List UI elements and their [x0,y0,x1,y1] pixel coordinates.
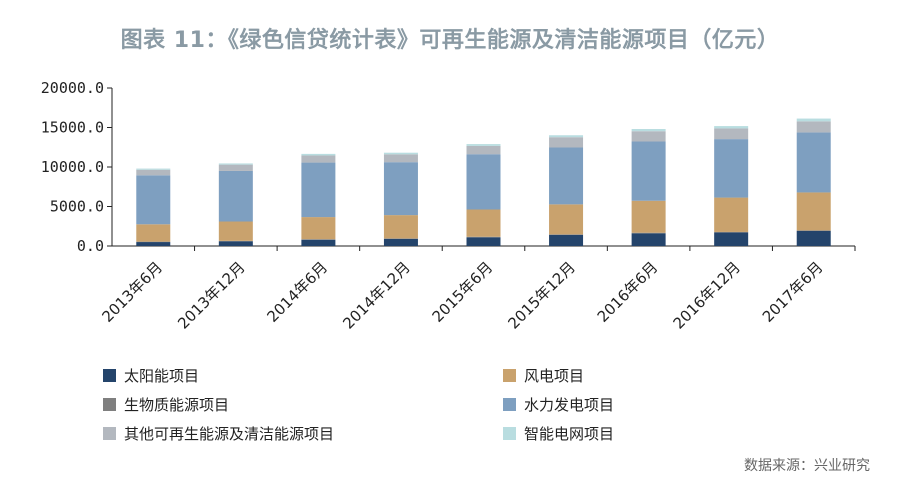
x-category-label: 2015年6月 [429,258,497,326]
bar-segment-1 [714,232,749,246]
x-category-label: 2016年6月 [594,258,662,326]
x-category-label: 2013年12月 [174,258,248,332]
bar-segment-4 [796,132,831,193]
legend-item: 智能电网项目 [503,423,614,444]
bar-segment-1 [136,242,171,246]
bar-segment-1 [549,234,584,246]
bar-segment-4 [466,154,501,210]
x-category-label: 2015年12月 [504,258,578,332]
bar-segment-6 [301,153,336,156]
legend-label: 其他可再生能源及清洁能源项目 [124,425,335,443]
bar-segment-3 [631,200,666,233]
legend-item: 生物质能源项目 [103,394,229,415]
bar-segment-5 [631,131,666,142]
bar-segment-6 [466,144,501,146]
y-tick-label: 15000.0 [41,119,104,137]
legend-swatch [103,369,116,382]
bar-segment-6 [714,126,749,129]
legend-swatch [503,398,516,411]
legend-swatch [503,427,516,440]
bar-segment-3 [136,224,171,242]
bar-segment-5 [218,164,253,171]
legend-swatch [503,369,516,382]
bar-segment-1 [218,241,253,246]
bar-segment-1 [466,237,501,246]
legend-label: 风电项目 [524,367,585,385]
bar-segment-3 [466,209,501,237]
bar-segment-6 [383,152,418,155]
x-category-labels: 2013年6月 2013年12月 2014年6月 2014年12月 2015年6月 201… [98,258,826,332]
legend-item: 其他可再生能源及清洁能源项目 [103,423,334,444]
x-category-label: 2014年12月 [339,258,413,332]
bar-segment-4 [631,141,666,201]
legend-item: 太阳能项目 [103,365,199,386]
y-tick-label: 10000.0 [41,158,104,176]
bar-segment-3 [549,204,584,235]
bar-segment-5 [136,169,171,176]
source-note: 数据来源：兴业研究 [744,458,870,474]
y-tick-labels: 0.0 5000.0 10000.0 15000.0 20000.0 [41,79,104,255]
bar-segment-6 [549,135,584,138]
bar-segment-2 [466,236,501,238]
y-tick-label: 0.0 [77,237,104,255]
chart-title: 图表 11：《绿色信贷统计表》可再生能源及清洁能源项目（亿元） [120,28,780,53]
bar-segment-4 [218,170,253,222]
bar-segment-1 [631,233,666,246]
legend-label: 智能电网项目 [524,425,615,443]
bar-segment-6 [796,118,831,122]
bar-segment-1 [301,239,336,246]
bar-segment-2 [714,231,749,233]
y-tick-label: 5000.0 [50,198,104,216]
bar-segment-1 [383,238,418,246]
bar-segment-5 [383,154,418,163]
bar-segment-2 [631,232,666,234]
bars [136,118,831,246]
bar-segment-4 [549,147,584,205]
bar-segment-3 [301,217,336,240]
legend-label: 太阳能项目 [124,367,200,385]
legend-item: 水力发电项目 [503,394,614,415]
bar-segment-6 [136,168,171,170]
bar-segment-4 [383,162,418,216]
legend-label: 水力发电项目 [524,396,615,414]
bar-segment-4 [301,162,336,218]
bar-segment-2 [549,234,584,235]
bar-segment-6 [631,129,666,132]
x-category-label: 2017年6月 [759,258,827,326]
bar-segment-3 [383,215,418,239]
legend-swatch [103,398,116,411]
x-category-label: 2014年6月 [264,258,332,326]
bar-segment-5 [301,155,336,163]
bar-segment-3 [218,221,253,241]
bar-segment-4 [136,175,171,225]
y-tick-label: 20000.0 [41,79,104,97]
bar-segment-6 [218,163,253,165]
bar-segment-5 [549,137,584,148]
x-category-label: 2016年12月 [670,258,744,332]
bar-segment-4 [714,139,749,198]
legend-swatch [103,427,116,440]
legend-label: 生物质能源项目 [124,396,230,414]
bar-segment-3 [714,197,749,232]
bar-segment-2 [796,230,831,231]
bar-segment-3 [796,192,831,231]
legend-item: 风电项目 [503,365,584,386]
bar-segment-5 [466,145,501,155]
x-category-label: 2013年6月 [98,258,166,326]
bar-segment-5 [796,121,831,133]
bar-segment-5 [714,128,749,140]
bar-segment-1 [796,230,831,246]
